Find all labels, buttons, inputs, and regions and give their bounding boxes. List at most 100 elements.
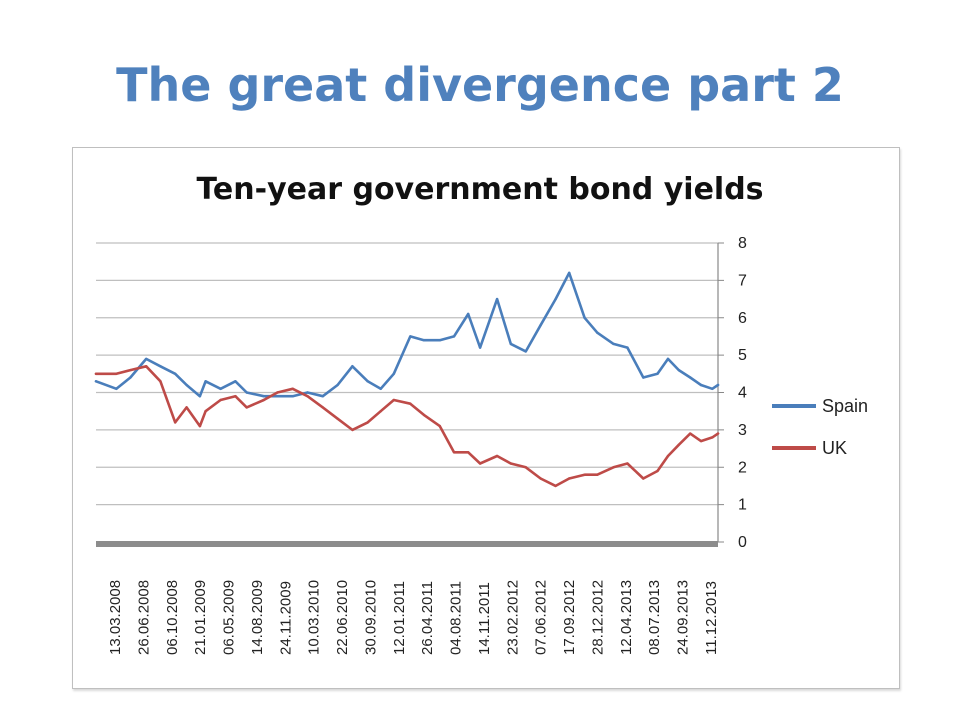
data-point-uk (612, 466, 615, 469)
data-point-spain (115, 387, 118, 390)
data-point-spain (392, 372, 395, 375)
x-tick-label: 06.10.2008 (164, 580, 181, 655)
y-tick-label: 5 (738, 347, 747, 364)
y-tick-labels: 0 1 2 3 4 5 6 7 8 (738, 235, 747, 551)
data-point-uk (174, 421, 177, 424)
data-point-spain (554, 297, 557, 301)
data-point-spain (568, 271, 571, 275)
data-point-spain (699, 383, 703, 387)
data-point-uk (422, 413, 426, 417)
data-point-spain (245, 391, 248, 394)
data-point-uk (452, 451, 456, 454)
data-point-uk (467, 451, 470, 454)
data-point-spain (219, 387, 222, 390)
data-point-spain (438, 339, 441, 342)
data-point-spain (689, 376, 692, 379)
x-tick-label: 12.04.2013 (618, 580, 635, 655)
data-point-uk (509, 462, 512, 465)
data-point-uk (115, 372, 118, 375)
y-tick-label: 7 (738, 272, 747, 289)
data-point-spain (276, 395, 279, 398)
data-point-uk (204, 410, 207, 413)
data-point-spain (467, 312, 470, 316)
data-point-uk (245, 406, 248, 409)
data-point-uk (159, 380, 162, 383)
data-point-uk (94, 372, 98, 375)
data-point-uk (677, 443, 680, 446)
x-tick-label: 24.09.2013 (675, 580, 692, 655)
data-point-uk (524, 466, 527, 469)
y-tick-label: 6 (738, 310, 747, 327)
data-point-spain (198, 395, 202, 398)
data-point-uk (656, 469, 659, 473)
data-point-uk (626, 462, 629, 465)
data-point-uk (306, 395, 309, 398)
legend-label-spain: Spain (822, 395, 869, 416)
y-tick-label: 4 (738, 385, 747, 402)
gridlines (96, 242, 718, 506)
data-point-spain (612, 342, 615, 346)
data-point-spain (495, 297, 499, 301)
data-point-uk (495, 454, 499, 458)
data-point-spain (321, 395, 324, 398)
data-point-uk (185, 406, 188, 409)
x-tick-labels: 13.03.2008 26.06.2008 06.10.2008 21.01.2009… (107, 580, 720, 655)
x-tick-label: 23.02.2012 (504, 580, 521, 655)
x-tick-label: 30.09.2010 (362, 580, 379, 655)
data-point-uk (689, 432, 692, 435)
data-point-uk (129, 368, 132, 372)
data-point-spain (656, 372, 659, 375)
y-tick-label: 1 (738, 497, 747, 514)
legend-swatch-uk (772, 446, 816, 450)
data-point-uk (198, 424, 202, 428)
data-point-uk (642, 477, 645, 480)
data-point-spain (185, 383, 188, 387)
x-tick-label: 24.11.2009 (277, 581, 294, 655)
data-point-spain (234, 380, 237, 383)
data-point-spain (677, 368, 680, 372)
data-point-spain (379, 387, 382, 390)
x-tick-label: 04.08.2011 (448, 581, 465, 655)
data-point-spain (509, 342, 512, 346)
data-point-uk (568, 477, 571, 480)
data-point-spain (524, 350, 527, 353)
data-point-spain (145, 357, 148, 361)
x-tick-label: 14.08.2009 (249, 580, 266, 655)
legend-swatch-spain (772, 404, 816, 408)
data-point-uk (699, 439, 703, 443)
slide-title: The great divergence part 2 (116, 58, 844, 112)
data-point-uk (711, 436, 714, 439)
series-line-spain (94, 271, 720, 398)
data-point-uk (478, 462, 482, 465)
series-line-uk (94, 364, 720, 488)
data-point-spain (422, 339, 426, 342)
legend: Spain UK (772, 385, 868, 469)
series-lines (94, 271, 720, 488)
axes (96, 242, 724, 547)
chart-frame (72, 147, 900, 689)
data-point-uk (379, 410, 382, 413)
y-tick-label: 3 (738, 422, 747, 439)
data-point-uk (666, 454, 670, 458)
data-point-spain (409, 335, 412, 338)
chart-title: Ten-year government bond yields (196, 172, 764, 207)
data-point-spain (159, 365, 162, 368)
data-point-spain (129, 376, 132, 379)
data-point-uk (219, 398, 222, 402)
legend-label-uk: UK (822, 437, 848, 458)
data-point-uk (539, 477, 542, 480)
x-tick-label: 07.06.2012 (533, 580, 550, 655)
x-tick-label: 11.12.2013 (703, 581, 720, 655)
data-point-uk (291, 387, 294, 390)
x-tick-label: 26.04.2011 (419, 581, 436, 655)
data-point-spain (452, 335, 456, 338)
x-tick-label: 06.05.2009 (221, 580, 238, 655)
x-tick-label: 22.06.2010 (334, 580, 351, 655)
x-tick-label: 28.12.2012 (589, 580, 606, 655)
y-tick-label: 2 (738, 459, 747, 476)
data-point-spain (366, 380, 369, 383)
data-point-spain (666, 357, 670, 361)
data-point-spain (716, 383, 720, 387)
data-point-spain (596, 331, 599, 334)
data-point-uk (596, 473, 599, 476)
